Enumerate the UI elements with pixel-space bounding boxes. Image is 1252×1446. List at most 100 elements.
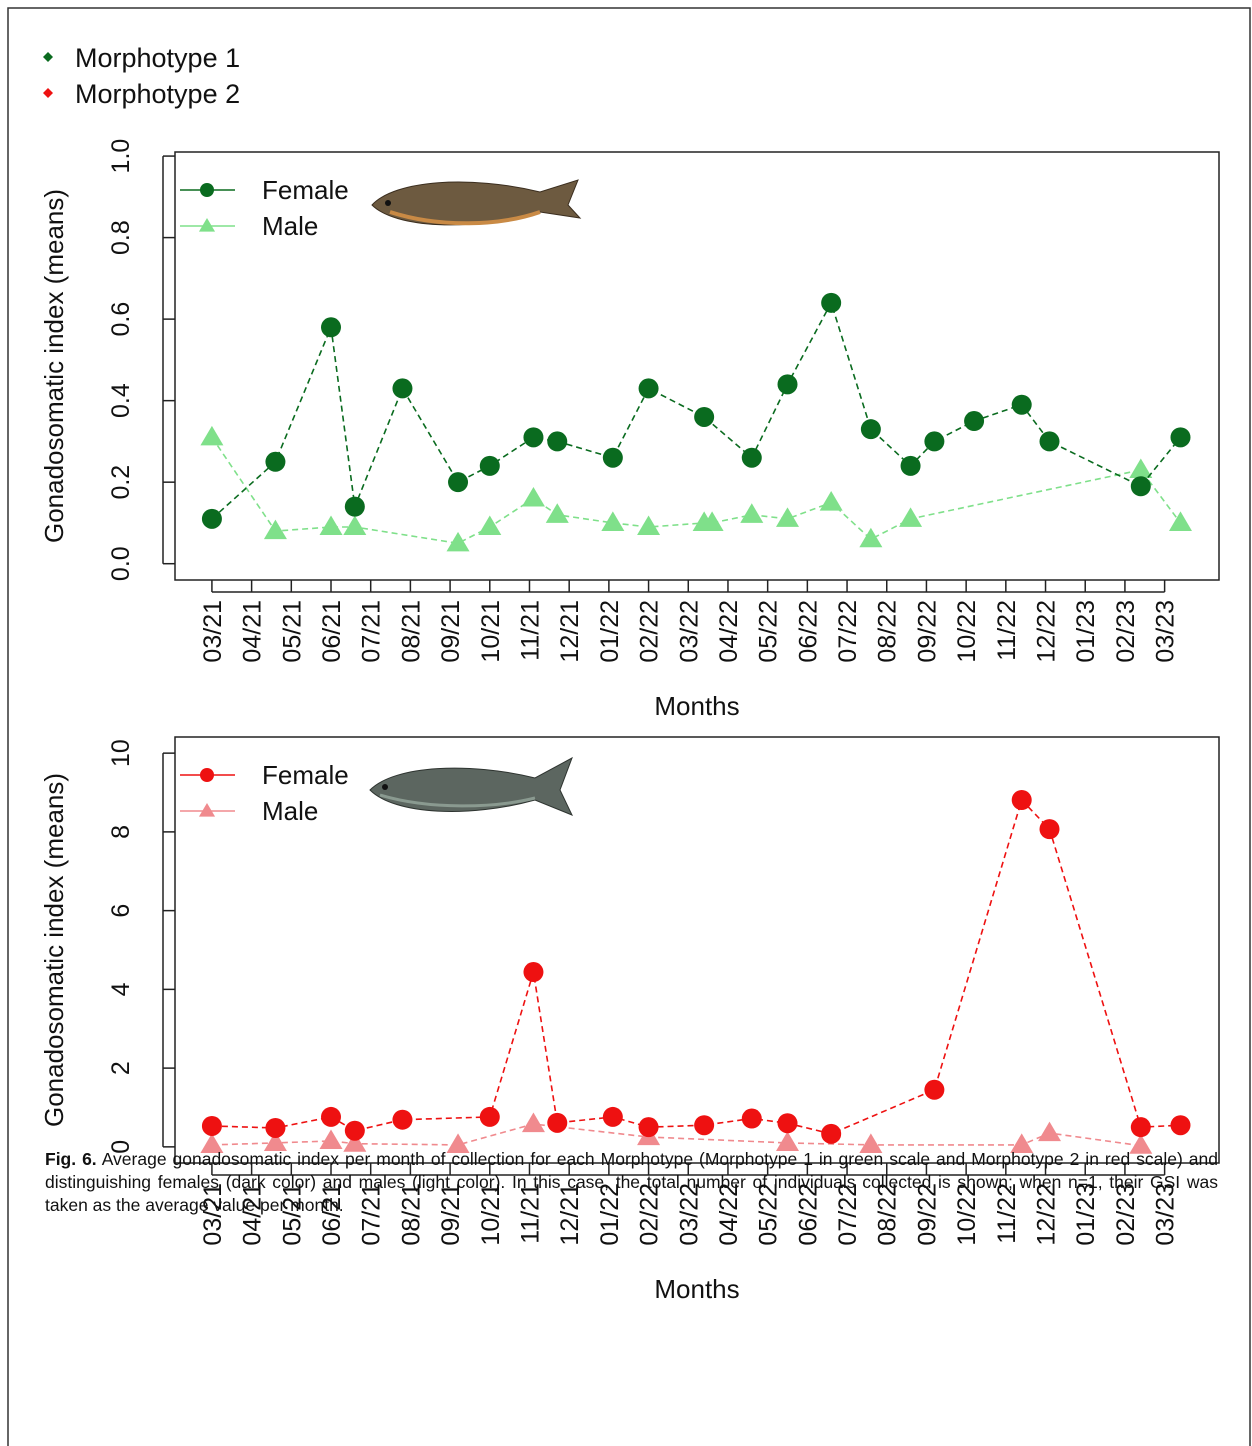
data-point bbox=[901, 456, 921, 476]
x-tick-label: 11/22 bbox=[993, 600, 1021, 661]
x-axis-title: Months bbox=[654, 691, 739, 721]
data-point bbox=[1131, 476, 1151, 496]
data-point bbox=[778, 374, 798, 394]
legend-label: Morphotype 2 bbox=[75, 79, 240, 109]
data-point bbox=[603, 448, 623, 468]
data-point bbox=[924, 1080, 944, 1100]
data-point bbox=[1131, 1117, 1151, 1137]
data-point bbox=[522, 1113, 545, 1133]
data-point bbox=[899, 507, 922, 527]
plot-box bbox=[175, 737, 1219, 1163]
data-point bbox=[639, 1117, 659, 1137]
data-point bbox=[345, 497, 365, 517]
y-tick-label: 4 bbox=[107, 982, 135, 996]
data-point bbox=[964, 411, 984, 431]
legend-marker bbox=[200, 183, 214, 197]
data-point bbox=[1170, 1115, 1190, 1135]
data-point bbox=[821, 1124, 841, 1144]
data-point bbox=[265, 452, 285, 472]
x-tick-label: 01/22 bbox=[596, 600, 624, 663]
data-point bbox=[480, 456, 500, 476]
data-point bbox=[547, 1113, 567, 1133]
x-tick-label: 06/21 bbox=[318, 600, 346, 663]
y-tick-label: 0.6 bbox=[107, 302, 135, 337]
data-point bbox=[778, 1113, 798, 1133]
y-tick-label: 10 bbox=[107, 739, 135, 767]
legend-marker bbox=[200, 768, 214, 782]
y-tick-label: 0.2 bbox=[107, 465, 135, 500]
data-point bbox=[740, 503, 763, 523]
legend-label: Morphotype 1 bbox=[75, 43, 240, 73]
data-point bbox=[320, 1129, 343, 1149]
x-tick-label: 03/21 bbox=[199, 600, 227, 663]
legend-label: Female bbox=[262, 175, 349, 205]
data-point bbox=[478, 516, 501, 536]
fish-illustration bbox=[372, 180, 580, 225]
data-point bbox=[821, 293, 841, 313]
legend-label: Female bbox=[262, 760, 349, 790]
data-point bbox=[694, 1115, 714, 1135]
data-point bbox=[480, 1107, 500, 1127]
data-point bbox=[694, 407, 714, 427]
x-tick-label: 05/21 bbox=[278, 600, 306, 663]
x-tick-label: 06/22 bbox=[794, 600, 822, 663]
x-tick-label: 08/21 bbox=[397, 600, 425, 663]
x-tick-label: 09/21 bbox=[437, 600, 465, 663]
x-tick-label: 09/22 bbox=[913, 600, 941, 663]
x-tick-label: 05/22 bbox=[755, 600, 783, 663]
x-tick-label: 11/21 bbox=[516, 600, 544, 661]
x-tick-label: 12/22 bbox=[1033, 600, 1061, 663]
y-tick-label: 0.8 bbox=[107, 220, 135, 255]
legend-diamond bbox=[43, 52, 53, 62]
x-tick-label: 07/22 bbox=[834, 600, 862, 663]
x-axis-title: Months bbox=[654, 1274, 739, 1304]
figure: Morphotype 1Morphotype 20.00.20.40.60.81… bbox=[0, 0, 1252, 1446]
data-point bbox=[264, 520, 287, 540]
caption-text: Average gonadosomatic index per month of… bbox=[45, 1149, 1218, 1215]
x-tick-label: 12/21 bbox=[556, 600, 584, 663]
legend-marker bbox=[199, 803, 215, 817]
data-point bbox=[637, 516, 660, 536]
y-tick-label: 6 bbox=[107, 904, 135, 918]
x-tick-label: 08/22 bbox=[874, 600, 902, 663]
legend-label: Male bbox=[262, 211, 318, 241]
data-point bbox=[321, 317, 341, 337]
frame bbox=[8, 8, 1250, 1446]
data-point bbox=[1012, 790, 1032, 810]
data-point bbox=[321, 1107, 341, 1127]
data-point bbox=[1169, 511, 1192, 531]
data-point bbox=[742, 1109, 762, 1129]
data-point bbox=[392, 1110, 412, 1130]
series-line bbox=[212, 800, 1181, 1134]
data-point bbox=[776, 507, 799, 527]
plot-box bbox=[175, 152, 1219, 580]
y-tick-label: 0.4 bbox=[107, 383, 135, 418]
data-point bbox=[924, 431, 944, 451]
figure-caption: Fig. 6. Average gonadosomatic index per … bbox=[45, 1148, 1218, 1217]
series-line bbox=[212, 303, 1181, 519]
x-tick-label: 10/21 bbox=[477, 600, 505, 663]
y-axis-title: Gonadosomatic index (means) bbox=[39, 189, 69, 543]
data-point bbox=[522, 487, 545, 507]
data-point bbox=[603, 1107, 623, 1127]
x-tick-label: 07/21 bbox=[358, 600, 386, 663]
data-point bbox=[343, 516, 366, 536]
fish-illustration bbox=[370, 758, 572, 815]
data-point bbox=[265, 1118, 285, 1138]
data-point bbox=[200, 426, 223, 446]
data-point bbox=[523, 427, 543, 447]
y-axis-title: Gonadosomatic index (means) bbox=[39, 773, 69, 1127]
data-point bbox=[1039, 819, 1059, 839]
x-tick-label: 04/22 bbox=[715, 600, 743, 663]
data-point bbox=[202, 509, 222, 529]
data-point bbox=[392, 378, 412, 398]
data-point bbox=[859, 528, 882, 548]
x-tick-label: 02/22 bbox=[636, 600, 664, 663]
x-tick-label: 02/23 bbox=[1112, 600, 1140, 663]
data-point bbox=[523, 962, 543, 982]
data-point bbox=[639, 378, 659, 398]
data-point bbox=[448, 472, 468, 492]
data-point bbox=[1012, 395, 1032, 415]
y-tick-label: 1.0 bbox=[107, 139, 135, 174]
x-tick-label: 01/23 bbox=[1072, 600, 1100, 663]
